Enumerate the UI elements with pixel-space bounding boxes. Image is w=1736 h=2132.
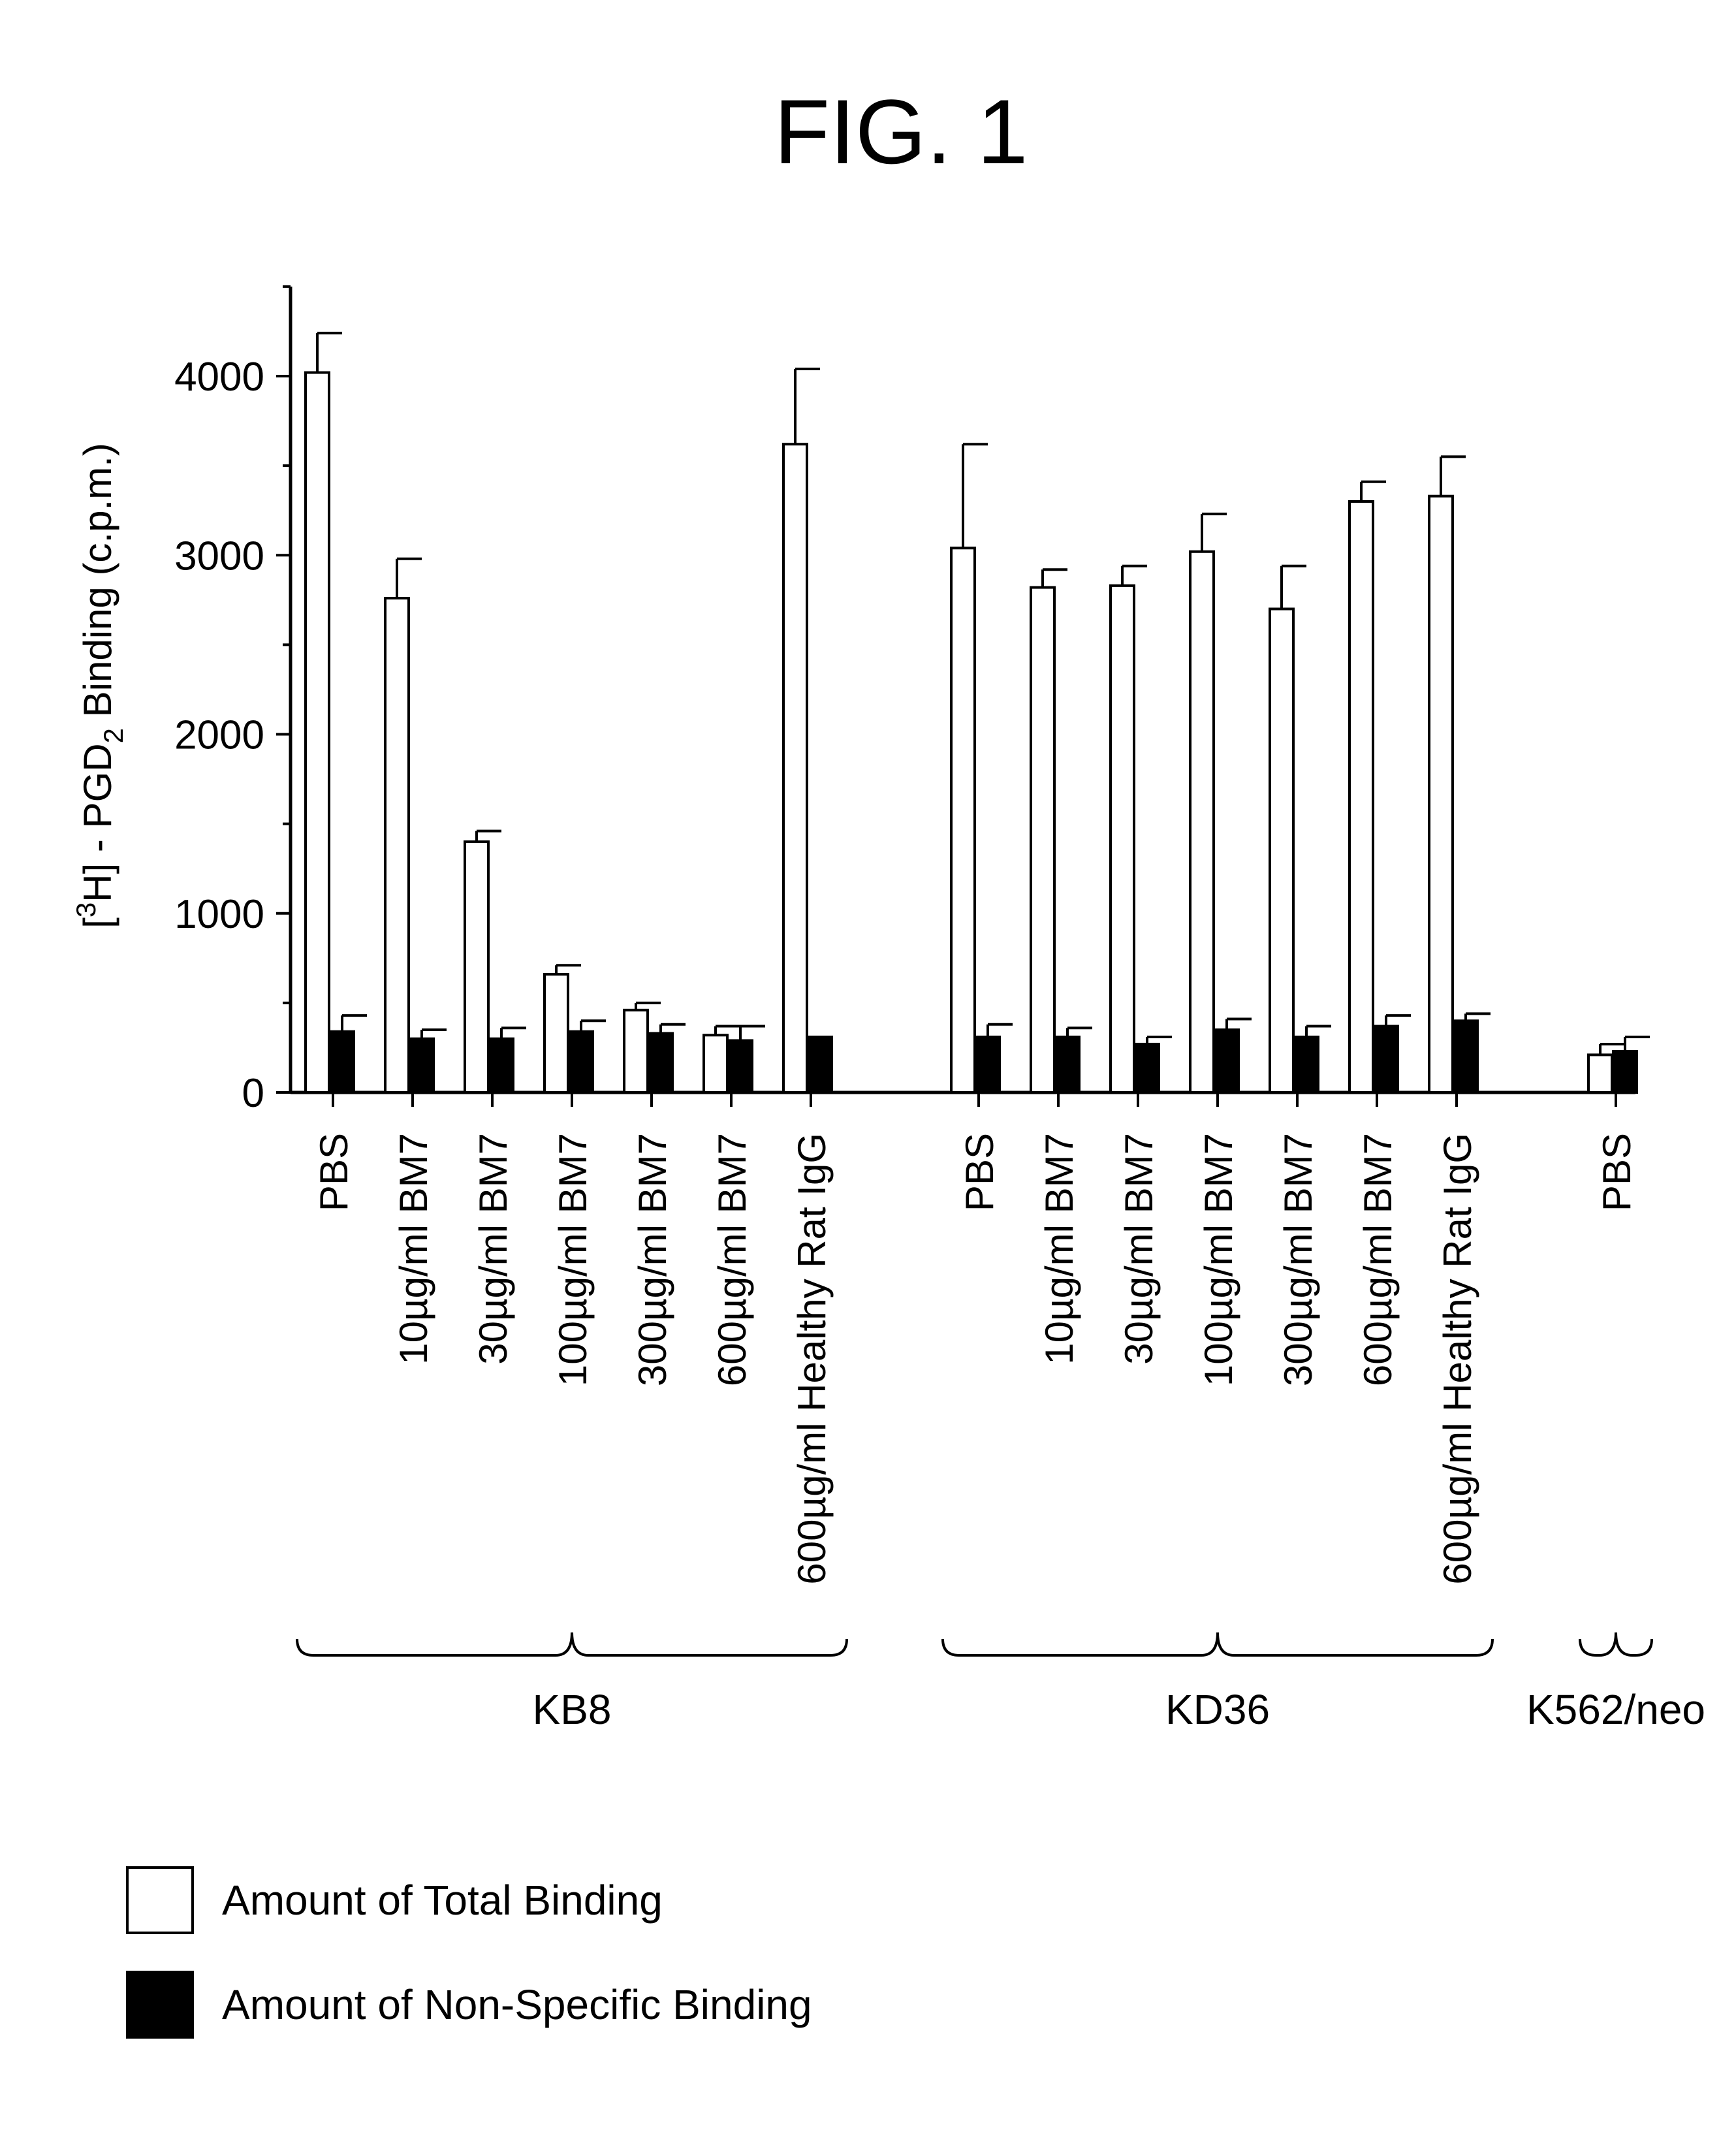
x-tick-label: 600µg/ml Healthy Rat IgG (790, 1133, 834, 1585)
x-tick-label: 10µg/ml BM7 (392, 1133, 435, 1365)
chart: FIG. 1 [3H] - PGD2 Binding (c.p.m.) 0 100… (0, 0, 1736, 2132)
group-label: K562/neo (1526, 1686, 1705, 1733)
nonspecific-binding-bar (490, 1039, 513, 1092)
nonspecific-binding-bar (569, 1032, 593, 1092)
x-tick-label: 100µg/ml BM7 (1197, 1133, 1240, 1386)
nonspecific-binding-bar (410, 1039, 434, 1092)
total-binding-bar (1349, 501, 1373, 1092)
total-binding-bar (783, 444, 807, 1092)
nonspecific-binding-bar (808, 1037, 832, 1092)
x-tick-label: 300µg/ml BM7 (1276, 1133, 1320, 1386)
group-braces: KB8 KD36 K562/neo (297, 1632, 1705, 1733)
legend-label: Amount of Non-Specific Binding (222, 1981, 812, 2028)
x-tick-label: 30µg/ml BM7 (1117, 1133, 1161, 1365)
nonspecific-binding-bar (1454, 1021, 1477, 1092)
y-label-subscript: 2 (98, 728, 129, 743)
x-tick-label: PBS (958, 1133, 1002, 1211)
y-tick-label: 3000 (174, 533, 264, 579)
y-label-bracket: [ (76, 917, 119, 929)
nonspecific-binding-bar (1613, 1051, 1637, 1092)
total-binding-bar (951, 548, 975, 1092)
y-ticks: 0 1000 2000 3000 4000 (174, 287, 291, 1116)
group-label: KD36 (1165, 1686, 1270, 1733)
nonspecific-binding-bar (1295, 1037, 1318, 1092)
x-tick-label: 10µg/ml BM7 (1037, 1133, 1081, 1365)
group-brace (1580, 1632, 1652, 1655)
x-tick-label: 600µg/ml BM7 (710, 1133, 754, 1386)
nonspecific-binding-bar (1135, 1044, 1159, 1092)
x-tick-label: PBS (312, 1133, 356, 1211)
svg-text:[3H] - PGD2 Binding (c.p.m.): [3H] - PGD2 Binding (c.p.m.) (71, 443, 129, 929)
nonspecific-binding-bar (976, 1037, 1000, 1092)
total-binding-bar (465, 842, 488, 1092)
total-binding-bar (704, 1035, 727, 1092)
x-tick-label: 600µg/ml Healthy Rat IgG (1436, 1133, 1479, 1585)
nonspecific-binding-bar (1215, 1030, 1239, 1092)
x-tick-labels: PBS 10µg/ml BM7 30µg/ml BM7 100µg/ml BM7 300… (312, 1092, 1639, 1585)
group-brace (943, 1632, 1492, 1655)
total-binding-bar (306, 373, 329, 1092)
nonspecific-binding-bar (330, 1032, 354, 1092)
total-binding-bar (544, 974, 568, 1092)
legend-swatch-total (127, 1868, 193, 1933)
total-binding-bar (1031, 588, 1054, 1092)
group-brace (297, 1632, 847, 1655)
total-binding-bar (1190, 552, 1214, 1092)
y-tick-label: 4000 (174, 355, 264, 400)
nonspecific-binding-bar (1374, 1026, 1398, 1092)
total-binding-bar (1429, 496, 1453, 1092)
legend-swatch-nonspecific (127, 1972, 193, 2037)
y-tick-label: 1000 (174, 892, 264, 937)
x-tick-label: PBS (1595, 1133, 1639, 1211)
total-binding-bar (1111, 586, 1134, 1092)
legend-label: Amount of Total Binding (222, 1877, 663, 1924)
total-binding-bar (1588, 1055, 1612, 1092)
x-tick-label: 100µg/ml BM7 (551, 1133, 595, 1386)
x-tick-label: 30µg/ml BM7 (471, 1133, 515, 1365)
nonspecific-binding-bar (1056, 1037, 1079, 1092)
y-label-middle: H] - PGD (76, 743, 119, 902)
legend: Amount of Total Binding Amount of Non-Spe… (127, 1868, 812, 2037)
group-label: KB8 (533, 1686, 612, 1733)
bars (306, 333, 1650, 1092)
total-binding-bar (624, 1010, 648, 1092)
figure-title: FIG. 1 (774, 80, 1028, 183)
y-axis-label: [3H] - PGD2 Binding (c.p.m.) (71, 443, 129, 929)
nonspecific-binding-bar (729, 1040, 752, 1092)
y-label-tail: Binding (c.p.m.) (76, 443, 119, 728)
y-label-superscript: 3 (71, 902, 101, 917)
total-binding-bar (385, 598, 409, 1092)
x-tick-label: 600µg/ml BM7 (1356, 1133, 1400, 1386)
x-tick-label: 300µg/ml BM7 (631, 1133, 674, 1386)
y-tick-label: 2000 (174, 713, 264, 758)
total-binding-bar (1270, 609, 1293, 1092)
nonspecific-binding-bar (649, 1033, 672, 1092)
y-tick-label: 0 (242, 1071, 264, 1116)
